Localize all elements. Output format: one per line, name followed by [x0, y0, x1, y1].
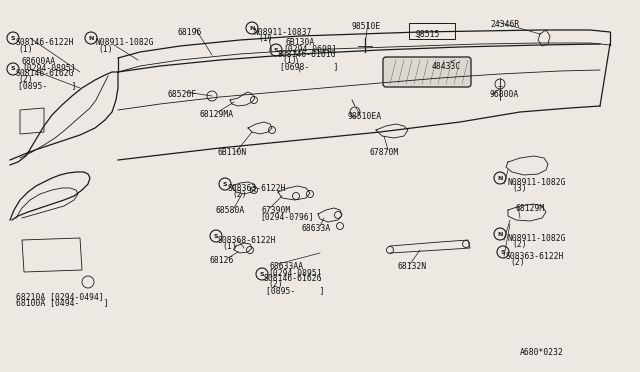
Text: 68633A: 68633A [302, 224, 332, 233]
Text: [0294-0895]: [0294-0895] [22, 63, 76, 72]
Text: S08368-6122H: S08368-6122H [218, 236, 276, 245]
Text: 68520F: 68520F [168, 90, 197, 99]
Text: S08363-6122H: S08363-6122H [228, 184, 287, 193]
Text: 98515: 98515 [415, 30, 440, 39]
Text: N08911-1082G: N08911-1082G [508, 234, 566, 243]
Text: 68129M: 68129M [516, 204, 545, 213]
Text: 24346R: 24346R [490, 20, 519, 29]
Text: N08911-1082G: N08911-1082G [96, 38, 154, 47]
Text: N08911-10837: N08911-10837 [254, 28, 312, 37]
Text: 68633AA: 68633AA [270, 262, 304, 271]
Text: S08363-6122H: S08363-6122H [506, 252, 564, 261]
Text: S08146-6162G: S08146-6162G [264, 274, 323, 283]
Text: 67870M: 67870M [370, 148, 399, 157]
Text: S: S [11, 67, 15, 71]
Text: S: S [500, 250, 506, 254]
Text: S08146-6162G: S08146-6162G [16, 69, 74, 78]
Text: S: S [274, 48, 278, 52]
Text: 67390M: 67390M [262, 206, 291, 215]
Text: (1): (1) [222, 242, 237, 251]
Text: (1): (1) [258, 34, 273, 43]
Text: 68580A: 68580A [216, 206, 245, 215]
Text: S08146-8161G: S08146-8161G [278, 50, 337, 59]
Text: [0698-     ]: [0698- ] [280, 62, 339, 71]
Text: (2): (2) [268, 280, 283, 289]
Text: N: N [497, 176, 502, 180]
Text: 68132N: 68132N [398, 262, 428, 271]
Text: (1): (1) [18, 45, 33, 54]
FancyBboxPatch shape [383, 57, 471, 87]
Text: (1): (1) [98, 45, 113, 54]
Text: N: N [88, 35, 93, 41]
Text: 68100A [0494-     ]: 68100A [0494- ] [16, 298, 109, 307]
Text: 98510E: 98510E [352, 22, 381, 31]
Text: (3): (3) [512, 184, 527, 193]
Text: S: S [11, 35, 15, 41]
Text: N: N [497, 231, 502, 237]
Text: 98510EA: 98510EA [348, 112, 382, 121]
Text: (1): (1) [282, 56, 296, 65]
Text: N08911-1082G: N08911-1082G [508, 178, 566, 187]
Text: (2): (2) [18, 75, 33, 84]
Text: 68126: 68126 [210, 256, 234, 265]
Text: [0895-     ]: [0895- ] [266, 286, 324, 295]
Text: 68196: 68196 [178, 28, 202, 37]
Text: [0294-0895]: [0294-0895] [268, 268, 322, 277]
Text: N: N [250, 26, 255, 31]
Text: S08146-6122H: S08146-6122H [16, 38, 74, 47]
Text: S: S [223, 182, 227, 186]
Text: [0294-0796]: [0294-0796] [260, 212, 314, 221]
Text: 96800A: 96800A [490, 90, 519, 99]
Text: 48433C: 48433C [432, 62, 461, 71]
Text: S: S [214, 234, 218, 238]
Text: 68210A [0294-0494]: 68210A [0294-0494] [16, 292, 104, 301]
Text: [0895-     ]: [0895- ] [18, 81, 77, 90]
Text: 6B130A: 6B130A [285, 38, 314, 47]
Text: S: S [260, 272, 264, 276]
Text: 68600AA: 68600AA [22, 57, 56, 66]
Text: (2): (2) [510, 258, 525, 267]
Text: (2): (2) [512, 240, 527, 249]
Text: [0294-0698]: [0294-0698] [283, 44, 337, 53]
Text: A680*0232: A680*0232 [520, 348, 564, 357]
Text: 6B110N: 6B110N [218, 148, 247, 157]
Text: (2): (2) [232, 190, 246, 199]
Text: 68129MA: 68129MA [200, 110, 234, 119]
